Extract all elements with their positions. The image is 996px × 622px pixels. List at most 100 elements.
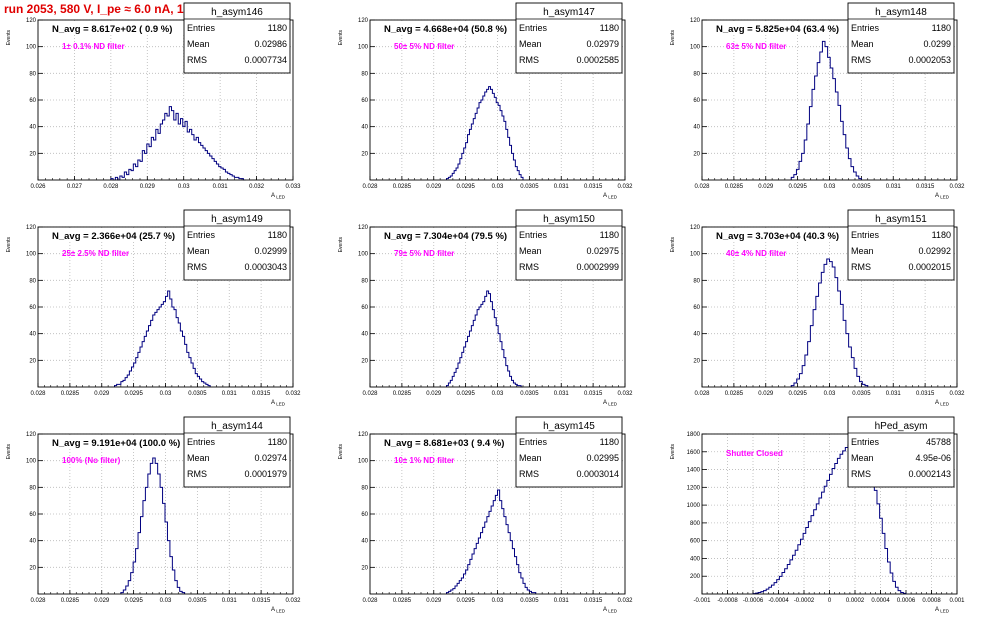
stats-name: h_asym144 bbox=[211, 421, 263, 432]
page-title: run 2053, 580 V, I_pe ≈ 6.0 nA, 120 Hz bbox=[4, 2, 215, 16]
x-tick-label: 0.0008 bbox=[922, 598, 941, 604]
stats-name: h_asym148 bbox=[875, 7, 927, 18]
histogram-pad-h_asym144: 0.028 0.0285 0.029 0.0295 0.03 0.0305 0.031 0.0… bbox=[0, 414, 332, 621]
histogram-svg: 0.028 0.0285 0.029 0.0295 0.03 0.0305 0.031 0.0… bbox=[670, 2, 965, 200]
y-tick-label: 40 bbox=[29, 332, 36, 338]
stats-label: RMS bbox=[519, 262, 539, 272]
x-tick-label: 0.029 bbox=[140, 184, 156, 190]
histogram-curve bbox=[790, 40, 862, 180]
stats-value: 4.95e-06 bbox=[915, 453, 951, 463]
stats-box bbox=[515, 209, 623, 281]
stats-name: h_asym149 bbox=[211, 214, 263, 225]
y-tick-label: 100 bbox=[690, 252, 701, 258]
y-tick-label: 80 bbox=[361, 278, 368, 284]
y-tick-label: 400 bbox=[690, 556, 701, 562]
y-tick-label: 60 bbox=[29, 98, 36, 104]
y-tick-label: 40 bbox=[361, 539, 368, 545]
x-tick-label: 0.028 bbox=[694, 391, 710, 397]
histogram-pad-h_asym151: 0.028 0.0285 0.029 0.0295 0.03 0.0305 0.031 0.0… bbox=[664, 207, 996, 414]
x-axis-title: A LED bbox=[271, 400, 286, 407]
x-tick-label: 0.0315 bbox=[584, 184, 603, 190]
histogram-title: N_avg = 4.668e+04 (50.8 %) bbox=[384, 24, 507, 35]
y-tick-label: 120 bbox=[26, 18, 37, 24]
histogram-title: N_avg = 8.617e+02 ( 0.9 %) bbox=[52, 24, 172, 35]
x-tick-label: 0.0305 bbox=[852, 391, 871, 397]
y-tick-label: 80 bbox=[361, 485, 368, 491]
x-tick-label: 0.0315 bbox=[252, 598, 271, 604]
y-tick-label: 120 bbox=[358, 432, 369, 438]
filter-note: 79± 5% ND filter bbox=[394, 249, 454, 258]
filter-note: Shutter Closed bbox=[726, 449, 783, 458]
filter-note: 100% (No filter) bbox=[62, 456, 121, 465]
x-axis-title: A LED bbox=[935, 607, 950, 614]
filter-note: 63± 5% ND filter bbox=[726, 42, 786, 51]
histogram-title: N_avg = 7.304e+04 (79.5 %) bbox=[384, 231, 507, 242]
x-tick-label: 0.028 bbox=[362, 391, 378, 397]
y-tick-label: 120 bbox=[690, 225, 701, 231]
stats-value: 0.02995 bbox=[586, 453, 619, 463]
x-tick-label: 0.0305 bbox=[852, 184, 871, 190]
x-tick-label: 0.032 bbox=[249, 184, 265, 190]
x-tick-label: 0.001 bbox=[949, 598, 965, 604]
x-tick-label: 0.0295 bbox=[456, 598, 475, 604]
y-tick-label: 100 bbox=[358, 459, 369, 465]
x-tick-label: 0.028 bbox=[30, 598, 46, 604]
histogram-svg: 0.028 0.0285 0.029 0.0295 0.03 0.0305 0.031 0.0… bbox=[338, 209, 633, 407]
x-tick-label: 0.032 bbox=[617, 598, 633, 604]
y-tick-label: 60 bbox=[693, 305, 700, 311]
y-tick-label: 120 bbox=[26, 432, 37, 438]
title-box bbox=[372, 229, 526, 242]
y-tick-label: 20 bbox=[361, 565, 368, 571]
y-tick-label: 40 bbox=[693, 332, 700, 338]
stats-value: 0.02986 bbox=[254, 39, 287, 49]
stats-value: 1180 bbox=[932, 23, 951, 33]
x-tick-label: 0.029 bbox=[94, 598, 110, 604]
y-tick-label: 100 bbox=[358, 45, 369, 51]
histogram-pad-h_asym145: 0.028 0.0285 0.029 0.0295 0.03 0.0305 0.031 0.0… bbox=[332, 414, 664, 621]
y-axis-title: Events bbox=[670, 237, 676, 253]
x-tick-label: 0.029 bbox=[426, 598, 442, 604]
x-tick-label: 0.0295 bbox=[124, 391, 143, 397]
y-tick-label: 1400 bbox=[687, 468, 701, 474]
stats-value: 0.0002015 bbox=[908, 262, 951, 272]
x-tick-label: 0.031 bbox=[554, 598, 570, 604]
stats-box bbox=[183, 2, 291, 74]
x-tick-label: -0.0008 bbox=[717, 598, 738, 604]
y-tick-label: 100 bbox=[26, 45, 37, 51]
x-tick-label: 0.026 bbox=[30, 184, 46, 190]
x-tick-label: 0.0305 bbox=[520, 184, 539, 190]
x-tick-label: 0.032 bbox=[617, 391, 633, 397]
x-tick-label: 0.0295 bbox=[788, 391, 807, 397]
x-tick-label: 0.0315 bbox=[916, 184, 935, 190]
y-tick-label: 120 bbox=[358, 225, 369, 231]
stats-box bbox=[515, 2, 623, 74]
stats-value: 1180 bbox=[600, 437, 619, 447]
plot-frame bbox=[369, 226, 626, 388]
x-tick-label: 0.029 bbox=[426, 391, 442, 397]
x-tick-label: 0.0285 bbox=[61, 391, 80, 397]
histogram-svg: 0.028 0.0285 0.029 0.0295 0.03 0.0305 0.031 0.0… bbox=[670, 209, 965, 407]
histogram-svg: 0.028 0.0285 0.029 0.0295 0.03 0.0305 0.031 0.0… bbox=[338, 2, 633, 200]
x-tick-label: 0.03 bbox=[824, 184, 836, 190]
x-tick-label: -0.001 bbox=[693, 598, 711, 604]
x-tick-label: 0.03 bbox=[824, 391, 836, 397]
stats-value: 1180 bbox=[268, 230, 287, 240]
x-tick-label: 0.031 bbox=[213, 184, 229, 190]
histogram-title: N_avg = 8.681e+03 ( 9.4 %) bbox=[384, 438, 504, 449]
stats-label: Mean bbox=[187, 246, 210, 256]
x-tick-label: 0.0315 bbox=[584, 598, 603, 604]
stats-label: RMS bbox=[851, 469, 871, 479]
x-tick-label: 0.028 bbox=[362, 598, 378, 604]
x-tick-label: 0.032 bbox=[949, 391, 965, 397]
stats-name: h_asym151 bbox=[875, 214, 927, 225]
x-tick-label: 0.0295 bbox=[124, 598, 143, 604]
histogram-title: N_avg = 3.703e+04 (40.3 %) bbox=[716, 231, 839, 242]
histogram-curve bbox=[790, 258, 869, 387]
stats-value: 0.0003014 bbox=[576, 469, 619, 479]
x-tick-label: 0.0295 bbox=[788, 184, 807, 190]
stats-label: RMS bbox=[187, 55, 207, 65]
y-tick-label: 100 bbox=[690, 45, 701, 51]
x-tick-label: 0.03 bbox=[178, 184, 190, 190]
stats-label: Entries bbox=[851, 23, 880, 33]
stats-value: 1180 bbox=[268, 23, 287, 33]
